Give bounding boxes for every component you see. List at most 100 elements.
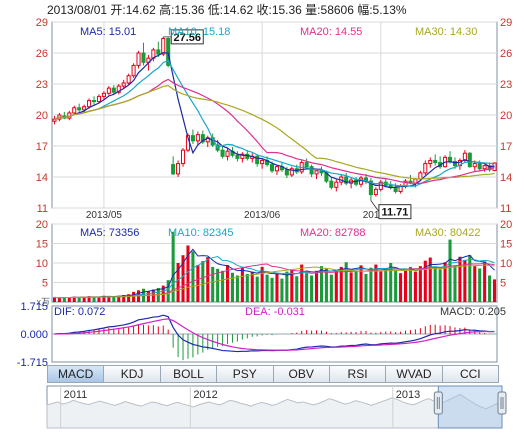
navigator-handle-left[interactable] (433, 391, 443, 415)
candle (452, 161, 458, 167)
tab-rsi[interactable]: RSI (328, 365, 387, 383)
volume-bar (245, 273, 249, 302)
tab-cci[interactable]: CCI (441, 365, 499, 383)
volume-bar (310, 275, 314, 302)
price-tick-left: 20 (36, 110, 48, 122)
candle (274, 166, 280, 172)
candle (136, 52, 141, 66)
volume-tick-right: 5 (500, 278, 506, 290)
volume-bar (428, 257, 432, 302)
candle (423, 163, 428, 174)
volume-bar (206, 257, 210, 302)
candle (269, 164, 275, 172)
volume-bar (255, 276, 259, 302)
dea-line (54, 318, 495, 351)
tab-macd[interactable]: MACD (47, 365, 105, 383)
macd-legend-dif: DIF: 0.072 (54, 306, 105, 318)
candle (220, 149, 225, 157)
volume-bar (295, 276, 299, 302)
volume-bar (384, 268, 388, 302)
volume-bar (176, 263, 180, 302)
volume-bar (478, 268, 482, 302)
tab-obv[interactable]: OBV (272, 365, 330, 383)
volume-tick-left: 20 (36, 219, 48, 231)
candle (393, 186, 398, 192)
volume-bar (235, 275, 239, 302)
candle (101, 92, 106, 97)
candle (260, 159, 265, 165)
volume-bar (305, 273, 309, 302)
ma30-line (54, 84, 495, 180)
price-tick-right: 11 (500, 203, 511, 215)
volume-bar (166, 280, 170, 302)
candle (487, 165, 492, 171)
price-tick-left: 17 (36, 141, 48, 153)
price-tick-right: 26 (500, 48, 512, 60)
candle (284, 169, 289, 176)
tab-boll[interactable]: BOLL (159, 365, 218, 383)
volume-tick-left: 5 (42, 278, 48, 290)
volume-legend-ma20: MA20: 82788 (300, 227, 365, 239)
volume-bar (92, 297, 96, 302)
volume-bar (369, 267, 373, 302)
volume-bar (443, 262, 447, 302)
candle (171, 164, 176, 175)
volume-bar (52, 297, 57, 302)
ma5-line (54, 51, 495, 189)
volume-bar (186, 245, 190, 302)
volume-bar (488, 275, 492, 302)
price-tick-right: 17 (500, 141, 512, 153)
candle (304, 162, 309, 168)
candle (368, 180, 373, 196)
candle (309, 166, 314, 175)
candle (314, 170, 319, 175)
volume-legend-ma30: MA30: 80422 (415, 227, 480, 239)
volume-bar (230, 272, 235, 302)
macd-tick: -1.715 (17, 357, 48, 369)
price-tick-left: 26 (36, 48, 48, 60)
candle (413, 178, 418, 184)
volume-tick-left: 15 (36, 239, 48, 251)
tab-psy[interactable]: PSY (216, 365, 274, 383)
candle (418, 172, 423, 180)
candle (141, 52, 146, 63)
candle (87, 100, 92, 108)
candle (235, 154, 240, 159)
candle (96, 95, 102, 103)
tab-kdj[interactable]: KDJ (103, 365, 161, 383)
volume-bar (374, 264, 378, 302)
volume-bar (221, 270, 225, 302)
candle (447, 156, 453, 163)
volume-bar (112, 296, 116, 302)
volume-unit: x万 (36, 297, 50, 307)
price-tick-left: 14 (36, 172, 48, 184)
candle (289, 168, 294, 176)
volume-legend-ma10: MA10: 82345 (168, 227, 233, 239)
candle (52, 118, 57, 122)
volume-bar (122, 294, 126, 302)
candle (190, 135, 195, 142)
volume-bar (453, 265, 457, 302)
volume-bar (260, 266, 264, 302)
date-tick: 2013/05 (86, 210, 123, 221)
candle (344, 176, 349, 184)
volume-bar (389, 263, 393, 302)
volume-bar (225, 264, 230, 302)
volume-bar (463, 259, 467, 302)
volume-bar (117, 295, 121, 302)
volume-bar (364, 273, 368, 302)
navigator-year: 2013 (396, 389, 420, 401)
volume-bar (87, 296, 91, 302)
volume-legend-ma5: MA5: 73356 (80, 227, 139, 239)
candle (126, 75, 131, 84)
candle (334, 181, 339, 188)
navigator-handle-right[interactable] (497, 391, 507, 415)
price-tick-right: 20 (500, 110, 512, 122)
volume-bar (151, 289, 155, 302)
volume-bar (473, 266, 477, 302)
price-annotation: 11.71 (381, 207, 408, 219)
candle (176, 163, 181, 175)
tab-wvad[interactable]: WVAD (385, 365, 443, 383)
price-tick-left: 29 (36, 17, 48, 29)
